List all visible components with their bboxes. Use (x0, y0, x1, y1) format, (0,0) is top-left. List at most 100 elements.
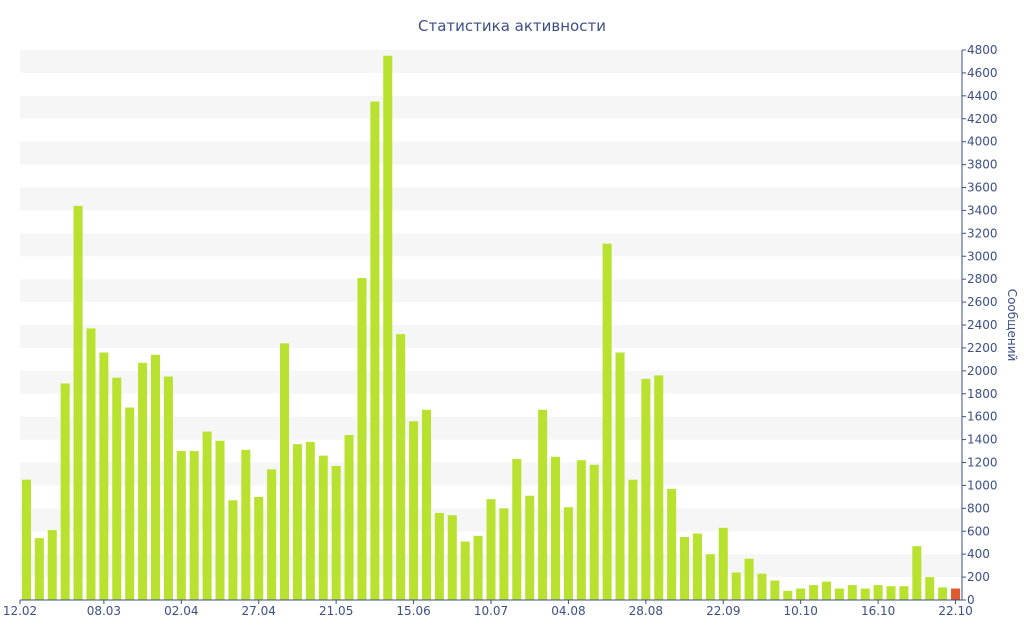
bar (847, 585, 857, 600)
bar (809, 585, 819, 600)
bar (783, 590, 793, 600)
x-tick-label: 21.05 (319, 604, 353, 618)
bar (744, 558, 754, 600)
y-tick-label: 1000 (967, 478, 998, 492)
y-tick-label: 3400 (967, 203, 998, 217)
bar (241, 449, 251, 600)
bar (667, 488, 677, 600)
y-tick-label: 1600 (967, 410, 998, 424)
y-tick-label: 4400 (967, 89, 998, 103)
bar (680, 536, 690, 600)
x-tick-label: 22.10 (938, 604, 972, 618)
bar (602, 243, 612, 600)
bar (138, 362, 148, 600)
bar (47, 530, 57, 600)
y-tick-label: 800 (967, 501, 990, 515)
bar (615, 352, 625, 600)
bar (589, 464, 599, 600)
y-tick-label: 1800 (967, 387, 998, 401)
y-tick-label: 3800 (967, 158, 998, 172)
bar (447, 515, 457, 600)
grid-band (20, 416, 962, 440)
x-tick-label: 16.10 (861, 604, 895, 618)
bar (202, 431, 212, 600)
y-tick-label: 4200 (967, 112, 998, 126)
x-tick-label: 02.04 (164, 604, 198, 618)
x-tick-label: 12.02 (3, 604, 37, 618)
grid-band (20, 462, 962, 486)
bar (486, 499, 496, 600)
x-axis: 12.02 08.03 02.04 27.04 21.05 15.06 10.07 04.08… (3, 599, 973, 618)
bar (576, 460, 586, 600)
bar (499, 508, 509, 600)
y-axis: 0 200 400 600 800 1000 1200 1400 1600 1800 2000 220… (961, 43, 998, 607)
bar (654, 375, 664, 600)
bar (834, 588, 844, 600)
chart-title: Статистика активности (418, 17, 606, 35)
y-tick-label: 2000 (967, 364, 998, 378)
bar (938, 587, 948, 600)
bar (396, 334, 406, 600)
bar (318, 455, 328, 601)
grid-band (20, 50, 962, 73)
grid-band (20, 325, 962, 348)
y-tick-label: 400 (967, 547, 990, 561)
bar (873, 585, 883, 600)
bar (228, 500, 238, 600)
y-tick-label: 3600 (967, 181, 998, 195)
bar (99, 352, 109, 600)
bar (150, 354, 161, 600)
grid-band (20, 141, 962, 165)
bar (112, 377, 122, 600)
bar (421, 409, 431, 600)
bar (357, 278, 367, 600)
bar (305, 441, 315, 601)
bar (125, 407, 135, 600)
y-tick-label: 2400 (967, 318, 998, 332)
bar (641, 378, 651, 600)
bar (73, 205, 83, 600)
bar (21, 479, 31, 600)
x-tick-label: 22.09 (706, 604, 740, 618)
bar (292, 444, 302, 600)
x-tick-label: 10.07 (474, 604, 508, 618)
bar (86, 328, 96, 600)
x-tick-label: 10.10 (784, 604, 818, 618)
x-tick-label: 08.03 (87, 604, 121, 618)
bar (563, 507, 573, 600)
y-tick-label: 600 (967, 524, 990, 538)
bar (370, 101, 380, 600)
bar (254, 496, 264, 601)
y-tick-label: 2600 (967, 295, 998, 309)
bar (434, 512, 444, 600)
bar (551, 456, 561, 600)
x-tick-label: 15.06 (396, 604, 430, 618)
grid-bands (20, 50, 962, 578)
bar (215, 440, 225, 600)
bar (899, 586, 909, 600)
y-tick-label: 1400 (967, 433, 998, 447)
y-tick-label: 2800 (967, 272, 998, 286)
y-tick-label: 2200 (967, 341, 998, 355)
grid-band (20, 233, 962, 257)
grid-band (20, 279, 962, 303)
x-tick-label: 04.08 (551, 604, 585, 618)
x-tick-label: 27.04 (242, 604, 276, 618)
bar (925, 577, 935, 600)
bar (344, 435, 354, 600)
y-tick-label: 3000 (967, 249, 998, 263)
bar (60, 383, 70, 600)
bar (718, 527, 728, 600)
bar (331, 465, 341, 600)
bar (757, 573, 767, 600)
bar (628, 479, 638, 600)
bar (821, 581, 832, 600)
bar (692, 533, 702, 600)
bar (705, 554, 715, 600)
x-tick-label: 28.08 (629, 604, 663, 618)
grid-band (20, 370, 962, 394)
y-axis-label: Сообщений (1005, 289, 1019, 362)
bar (860, 588, 870, 600)
bar (473, 535, 483, 600)
